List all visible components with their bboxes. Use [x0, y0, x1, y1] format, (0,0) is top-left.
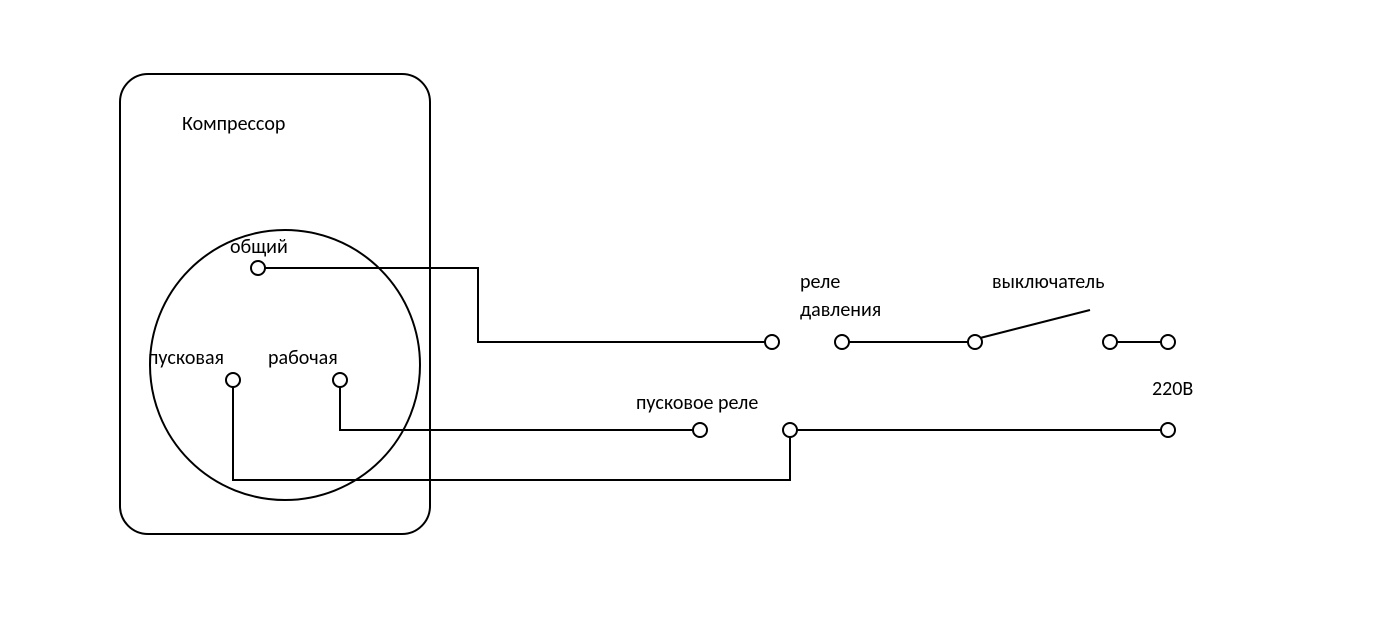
node-supply-bottom — [1161, 423, 1175, 437]
terminal-common — [251, 261, 265, 275]
label-pressrelay1: реле — [800, 270, 840, 294]
node-pressrelay-right — [835, 335, 849, 349]
wires — [233, 268, 1168, 480]
switch-arm — [980, 310, 1090, 338]
label-run: рабочая — [268, 346, 338, 370]
compressor-box — [120, 74, 430, 534]
label-pressrelay2: давления — [800, 298, 881, 322]
terminal-run — [333, 373, 347, 387]
label-startrelay: пусковое реле — [636, 391, 758, 415]
circuit-diagram: Компрессор общий пусковая рабочая реле д… — [0, 0, 1396, 639]
node-switch-right — [1103, 335, 1117, 349]
label-common: общий — [230, 235, 288, 259]
node-switch-left — [968, 335, 982, 349]
label-switch: выключатель — [992, 270, 1105, 294]
wire-common-to-pressrelay — [258, 268, 772, 342]
node-pressrelay-left — [765, 335, 779, 349]
label-supply: 220В — [1152, 377, 1193, 401]
label-start: пусковая — [148, 346, 224, 370]
node-supply-top — [1161, 335, 1175, 349]
terminal-start — [226, 373, 240, 387]
node-startrelay-left — [693, 423, 707, 437]
label-compressor: Компрессор — [182, 112, 285, 136]
node-startrelay-right — [783, 423, 797, 437]
